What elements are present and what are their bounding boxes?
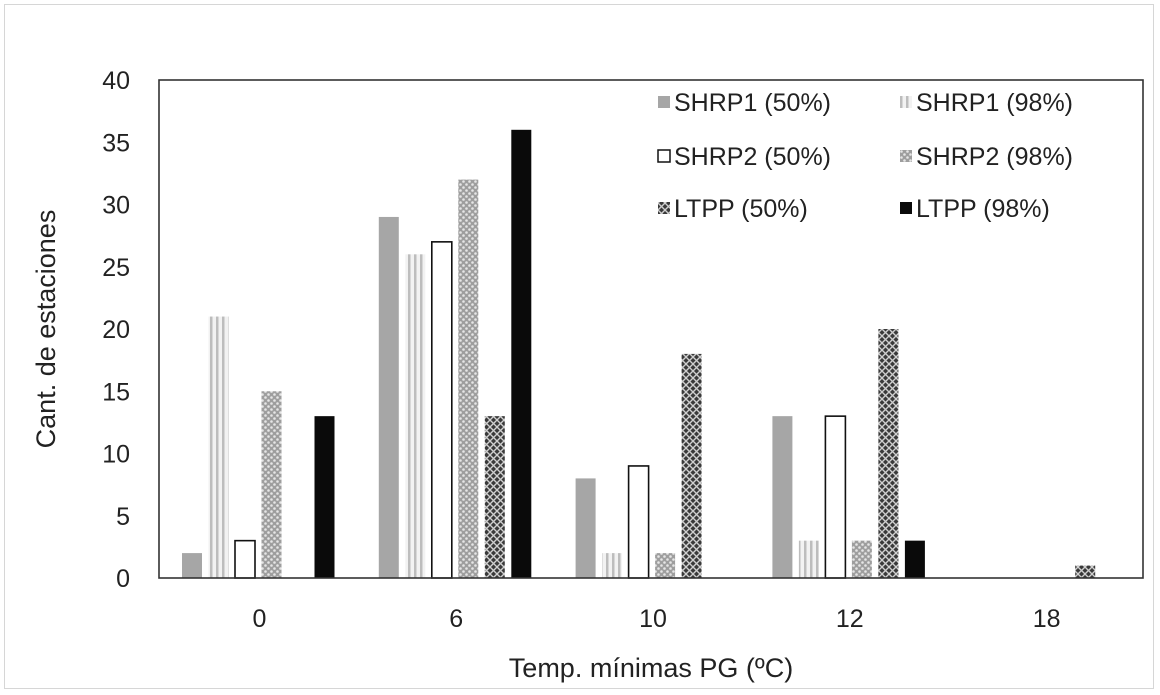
legend-swatch [658, 96, 670, 108]
bar-ltpp-50-cat-12 [878, 329, 899, 578]
legend-swatch [900, 96, 912, 108]
legend-item: LTPP (98%) [900, 195, 1050, 223]
x-tick-label: 0 [252, 605, 266, 633]
y-tick-label: 40 [102, 67, 130, 95]
legend-swatch [657, 149, 671, 163]
bar-shrp1-98-cat-12 [798, 540, 819, 578]
legend-swatch [900, 150, 912, 162]
y-tick-label: 0 [116, 565, 130, 593]
x-tick-label: 10 [639, 605, 667, 633]
x-tick-label: 18 [1033, 605, 1061, 633]
bar-shrp2-98-cat-10 [655, 553, 676, 578]
x-axis-ticks: 0 6 10 12 18 [252, 605, 1060, 633]
bar-ltpp-50-cat-10 [681, 353, 702, 578]
bar-shrp2-50-cat-6 [430, 241, 453, 579]
y-tick-label: 10 [102, 441, 130, 469]
legend-item: SHRP2 (50%) [657, 143, 831, 171]
legend-label: SHRP2 (98%) [916, 143, 1073, 171]
plot-area-border [158, 79, 1144, 579]
legend-swatch [900, 202, 912, 214]
legend-item: LTPP (50%) [658, 195, 808, 223]
legend-label: LTPP (98%) [916, 195, 1050, 223]
legend-item: SHRP1 (50%) [658, 89, 831, 117]
legend-swatch [658, 202, 670, 214]
x-axis-label: Temp. mínimas PG (ºC) [509, 653, 793, 683]
y-tick-label: 35 [102, 129, 130, 157]
bar-ltpp-50-cat-18 [1075, 565, 1096, 578]
bar-shrp1-98-cat-10 [602, 553, 623, 578]
y-axis-label: Cant. de estaciones [31, 210, 61, 449]
bar-shrp2-98-cat-6 [458, 179, 479, 578]
bar-ltpp-98-cat-0 [314, 416, 335, 578]
y-tick-label: 30 [102, 192, 130, 220]
bar-shrp2-50-cat-12 [824, 415, 847, 579]
legend-label: SHRP1 (50%) [674, 89, 831, 117]
bar-shrp1-98-cat-0 [208, 316, 229, 578]
x-tick-label: 12 [836, 605, 864, 633]
y-axis-ticks: 0 5 10 15 20 25 30 35 40 [102, 67, 130, 593]
legend-item: SHRP2 (98%) [900, 143, 1073, 171]
bar-ltpp-98-cat-6 [511, 129, 532, 579]
x-tick-label: 6 [449, 605, 463, 633]
legend-label: SHRP2 (50%) [674, 143, 831, 171]
bars-layer [182, 129, 1096, 579]
bar-ltpp-98-cat-12 [904, 540, 925, 578]
bar-shrp2-98-cat-0 [261, 391, 282, 578]
legend-label: SHRP1 (98%) [916, 89, 1073, 117]
bar-shrp1-50-cat-6 [378, 216, 399, 578]
y-tick-label: 15 [102, 378, 130, 406]
bar-shrp2-50-cat-0 [234, 539, 256, 579]
y-tick-label: 20 [102, 316, 130, 344]
bar-shrp1-98-cat-6 [405, 254, 426, 579]
y-tick-label: 25 [102, 254, 130, 282]
legend: SHRP1 (50%) SHRP1 (98%) SHRP2 (50%) SHRP2 (… [657, 89, 1073, 223]
bar-ltpp-50-cat-6 [484, 416, 505, 578]
bar-shrp2-50-cat-10 [627, 465, 650, 579]
legend-item: SHRP1 (98%) [900, 89, 1073, 117]
y-tick-label: 5 [116, 503, 130, 531]
bar-shrp1-50-cat-12 [772, 416, 793, 578]
bar-shrp1-50-cat-0 [182, 553, 202, 578]
bar-shrp1-50-cat-10 [575, 478, 596, 578]
legend-label: LTPP (50%) [674, 195, 808, 223]
bar-shrp2-98-cat-12 [851, 540, 872, 578]
